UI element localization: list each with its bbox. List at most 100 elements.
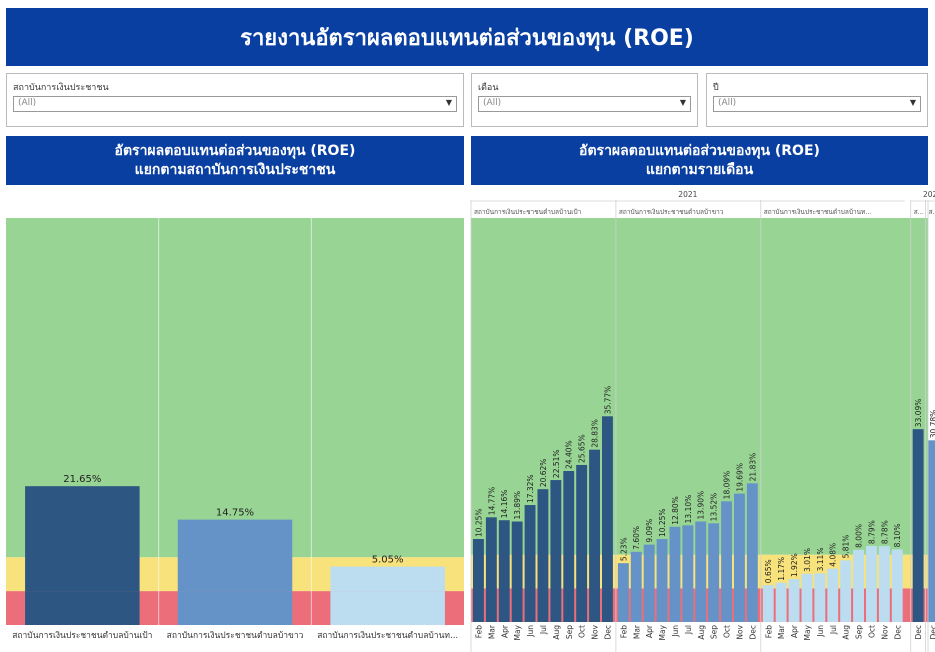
- data-label: 12.80%: [671, 496, 680, 525]
- month-tick-label: Jun: [671, 625, 680, 638]
- month-tick-label: Apr: [500, 624, 509, 638]
- month-tick-label: Jun: [816, 625, 825, 638]
- data-label: 14.77%: [487, 487, 496, 516]
- month-tick-label: Mar: [777, 624, 786, 639]
- month-tick-label: Dec: [893, 625, 902, 640]
- month-tick-label: Apr: [790, 624, 799, 638]
- bar: [656, 539, 668, 622]
- bar: [617, 563, 629, 622]
- group-label: สถาบันการเงินประชาชนตำบลบ้านท...: [764, 208, 872, 216]
- month-tick-label: Sep: [855, 625, 864, 639]
- bar: [891, 549, 903, 622]
- bar: [912, 429, 924, 622]
- data-label: 30.78%: [929, 410, 935, 439]
- data-label: 14.75%: [216, 508, 254, 519]
- month-tick-label: May: [803, 624, 812, 640]
- month-tick-label: May: [658, 624, 667, 640]
- data-label: 20.62%: [539, 459, 548, 488]
- data-label: 1.92%: [790, 553, 799, 577]
- bar: [746, 483, 758, 622]
- bar: [630, 551, 642, 622]
- bar: [801, 573, 813, 622]
- year-select[interactable]: (All) ▼: [713, 96, 921, 112]
- data-label: 21.65%: [63, 474, 101, 485]
- bar: [878, 546, 890, 622]
- background-band-yellow: [6, 557, 464, 592]
- year-filter[interactable]: ปี (All) ▼: [706, 73, 928, 127]
- bar: [669, 526, 681, 622]
- bar: [602, 416, 613, 622]
- month-tick-label: Jun: [526, 625, 535, 638]
- chevron-down-icon[interactable]: ▼: [909, 98, 916, 107]
- left-panel-subtitle: แยกตามสถาบันการเงินประชาชน: [134, 161, 336, 178]
- bar: [866, 546, 877, 622]
- data-label: 18.09%: [723, 471, 732, 500]
- month-tick-label: Mar: [487, 624, 496, 639]
- data-label: 0.65%: [764, 559, 773, 583]
- bar: [708, 523, 720, 622]
- bar: [485, 517, 497, 622]
- bar: [643, 544, 655, 622]
- background-band: [471, 554, 928, 589]
- group-label: สถาบันการเงินประชาชนตำบลบ้าขาว: [619, 208, 724, 216]
- background-band: [471, 588, 928, 622]
- bar-base-2: [177, 591, 293, 625]
- data-label: 28.83%: [591, 419, 600, 448]
- month-tick-label: Feb: [474, 625, 483, 639]
- month-tick-label: May: [513, 624, 522, 640]
- institution-filter[interactable]: สถาบันการเงินประชาชน (All) ▼: [6, 73, 464, 127]
- bar: [814, 573, 826, 622]
- month-tick-label: Dec: [914, 625, 923, 640]
- month-tick-label: Nov: [880, 624, 889, 639]
- month-tick-label: Nov: [735, 624, 744, 639]
- data-label: 21.83%: [748, 453, 757, 482]
- data-label: 35.77%: [603, 386, 612, 415]
- data-label: 8.10%: [893, 524, 902, 548]
- data-label: 1.17%: [777, 557, 786, 581]
- month-filter[interactable]: เดือน (All) ▼: [471, 73, 698, 127]
- month-filter-label: เดือน: [478, 83, 499, 93]
- data-label: 13.90%: [697, 491, 706, 520]
- data-label: 3.11%: [816, 548, 825, 572]
- data-label: 19.69%: [735, 463, 744, 492]
- group-label: ส...: [914, 208, 924, 216]
- month-select[interactable]: (All) ▼: [478, 96, 691, 112]
- bar: [788, 579, 800, 622]
- data-label: 8.79%: [867, 520, 876, 544]
- chevron-down-icon[interactable]: ▼: [679, 98, 686, 107]
- bar: [589, 449, 600, 622]
- month-tick-label: Dec: [748, 625, 757, 640]
- group-label: ส...: [929, 208, 935, 216]
- month-tick-label: Oct: [578, 625, 587, 638]
- month-tick-label: Feb: [764, 625, 773, 639]
- bar: [682, 525, 694, 622]
- month-tick-label: Dec: [929, 625, 935, 640]
- data-label: 13.52%: [710, 493, 719, 522]
- data-label: 4.08%: [829, 543, 838, 567]
- data-label: 17.32%: [526, 474, 535, 503]
- header-area: [471, 186, 928, 218]
- bar: [537, 489, 549, 622]
- left-panel-title: อัตราผลตอบแทนต่อส่วนของทุน (ROE): [114, 142, 356, 159]
- data-label: 25.65%: [578, 434, 587, 463]
- right-panel-title: อัตราผลตอบแทนต่อส่วนของทุน (ROE): [579, 142, 820, 159]
- bar: [762, 585, 774, 622]
- bar: [721, 501, 732, 622]
- data-label: 10.25%: [658, 508, 667, 537]
- month-tick-label: Jul: [539, 625, 548, 635]
- month-tick-label: Aug: [842, 625, 851, 640]
- x-tick-label: สถาบันการเงินประชาชนตำบลบ้าขาว: [167, 630, 304, 641]
- data-label: 22.51%: [552, 449, 561, 478]
- data-label: 24.40%: [565, 440, 574, 469]
- institution-select-value: (All): [18, 98, 37, 108]
- bar: [853, 549, 864, 622]
- year-label: 2022: [923, 190, 935, 199]
- institution-select[interactable]: (All) ▼: [13, 96, 457, 112]
- data-label: 7.60%: [632, 526, 641, 550]
- group-label: สถาบันการเงินประชาชนตำบลบ้านเป้า: [474, 208, 582, 216]
- month-tick-label: Mar: [632, 624, 641, 639]
- chevron-down-icon[interactable]: ▼: [445, 98, 452, 107]
- bar: [695, 521, 707, 622]
- data-label: 13.10%: [684, 495, 693, 524]
- bar: [840, 560, 852, 622]
